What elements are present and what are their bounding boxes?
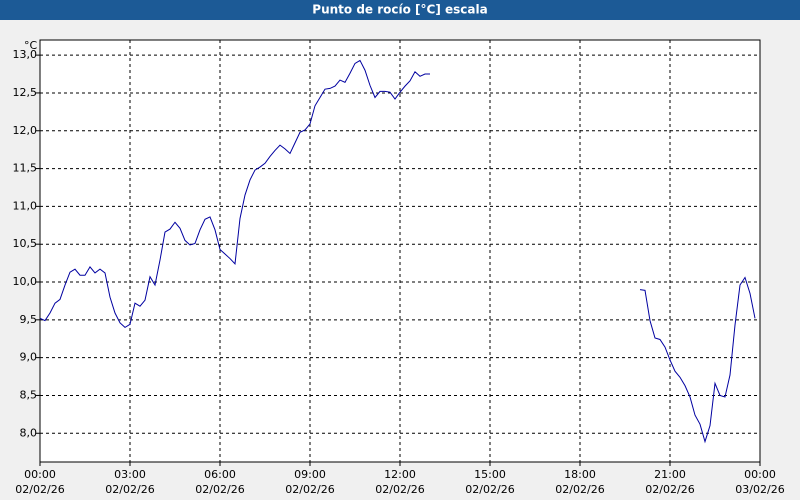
x-tick-label: 21:00 bbox=[654, 468, 686, 481]
y-tick-label: 9,0 bbox=[20, 351, 38, 364]
x-tick-label: 03:00 bbox=[114, 468, 146, 481]
y-tick-label: 8,0 bbox=[20, 426, 38, 439]
data-line bbox=[39, 59, 756, 444]
x-tick-label: 12:00 bbox=[384, 468, 416, 481]
y-tick-label: 10,5 bbox=[13, 237, 38, 250]
x-tick-label: 00:00 bbox=[24, 468, 56, 481]
x-tick-date: 03/02/26 bbox=[735, 483, 784, 496]
x-tick-date: 02/02/26 bbox=[195, 483, 244, 496]
x-tick-date: 02/02/26 bbox=[285, 483, 334, 496]
y-tick-label: 12,5 bbox=[13, 86, 38, 99]
x-tick-label: 09:00 bbox=[294, 468, 326, 481]
x-tick-label: 18:00 bbox=[564, 468, 596, 481]
y-tick-label: 12,0 bbox=[13, 124, 38, 137]
x-tick-date: 02/02/26 bbox=[465, 483, 514, 496]
x-tick-date: 02/02/26 bbox=[375, 483, 424, 496]
y-tick-label: 11,5 bbox=[13, 162, 38, 175]
x-tick-date: 02/02/26 bbox=[15, 483, 64, 496]
chart-title: Punto de rocío [°C] escala bbox=[312, 3, 487, 17]
x-tick-date: 02/02/26 bbox=[645, 483, 694, 496]
y-tick-label: 10,0 bbox=[13, 275, 38, 288]
plot-border bbox=[39, 39, 761, 463]
y-tick-label: 11,0 bbox=[13, 199, 38, 212]
y-tick-label: 8,5 bbox=[20, 388, 38, 401]
y-tick-label: 9,5 bbox=[20, 313, 38, 326]
x-tick-date: 02/02/26 bbox=[105, 483, 154, 496]
x-tick-date: 02/02/26 bbox=[555, 483, 604, 496]
y-tick-label: 13,0 bbox=[13, 48, 38, 61]
y-unit: °C bbox=[24, 39, 38, 52]
x-tick-label: 15:00 bbox=[474, 468, 506, 481]
x-tick-label: 00:00 bbox=[744, 468, 776, 481]
title-bar bbox=[0, 0, 800, 20]
x-tick-label: 06:00 bbox=[204, 468, 236, 481]
